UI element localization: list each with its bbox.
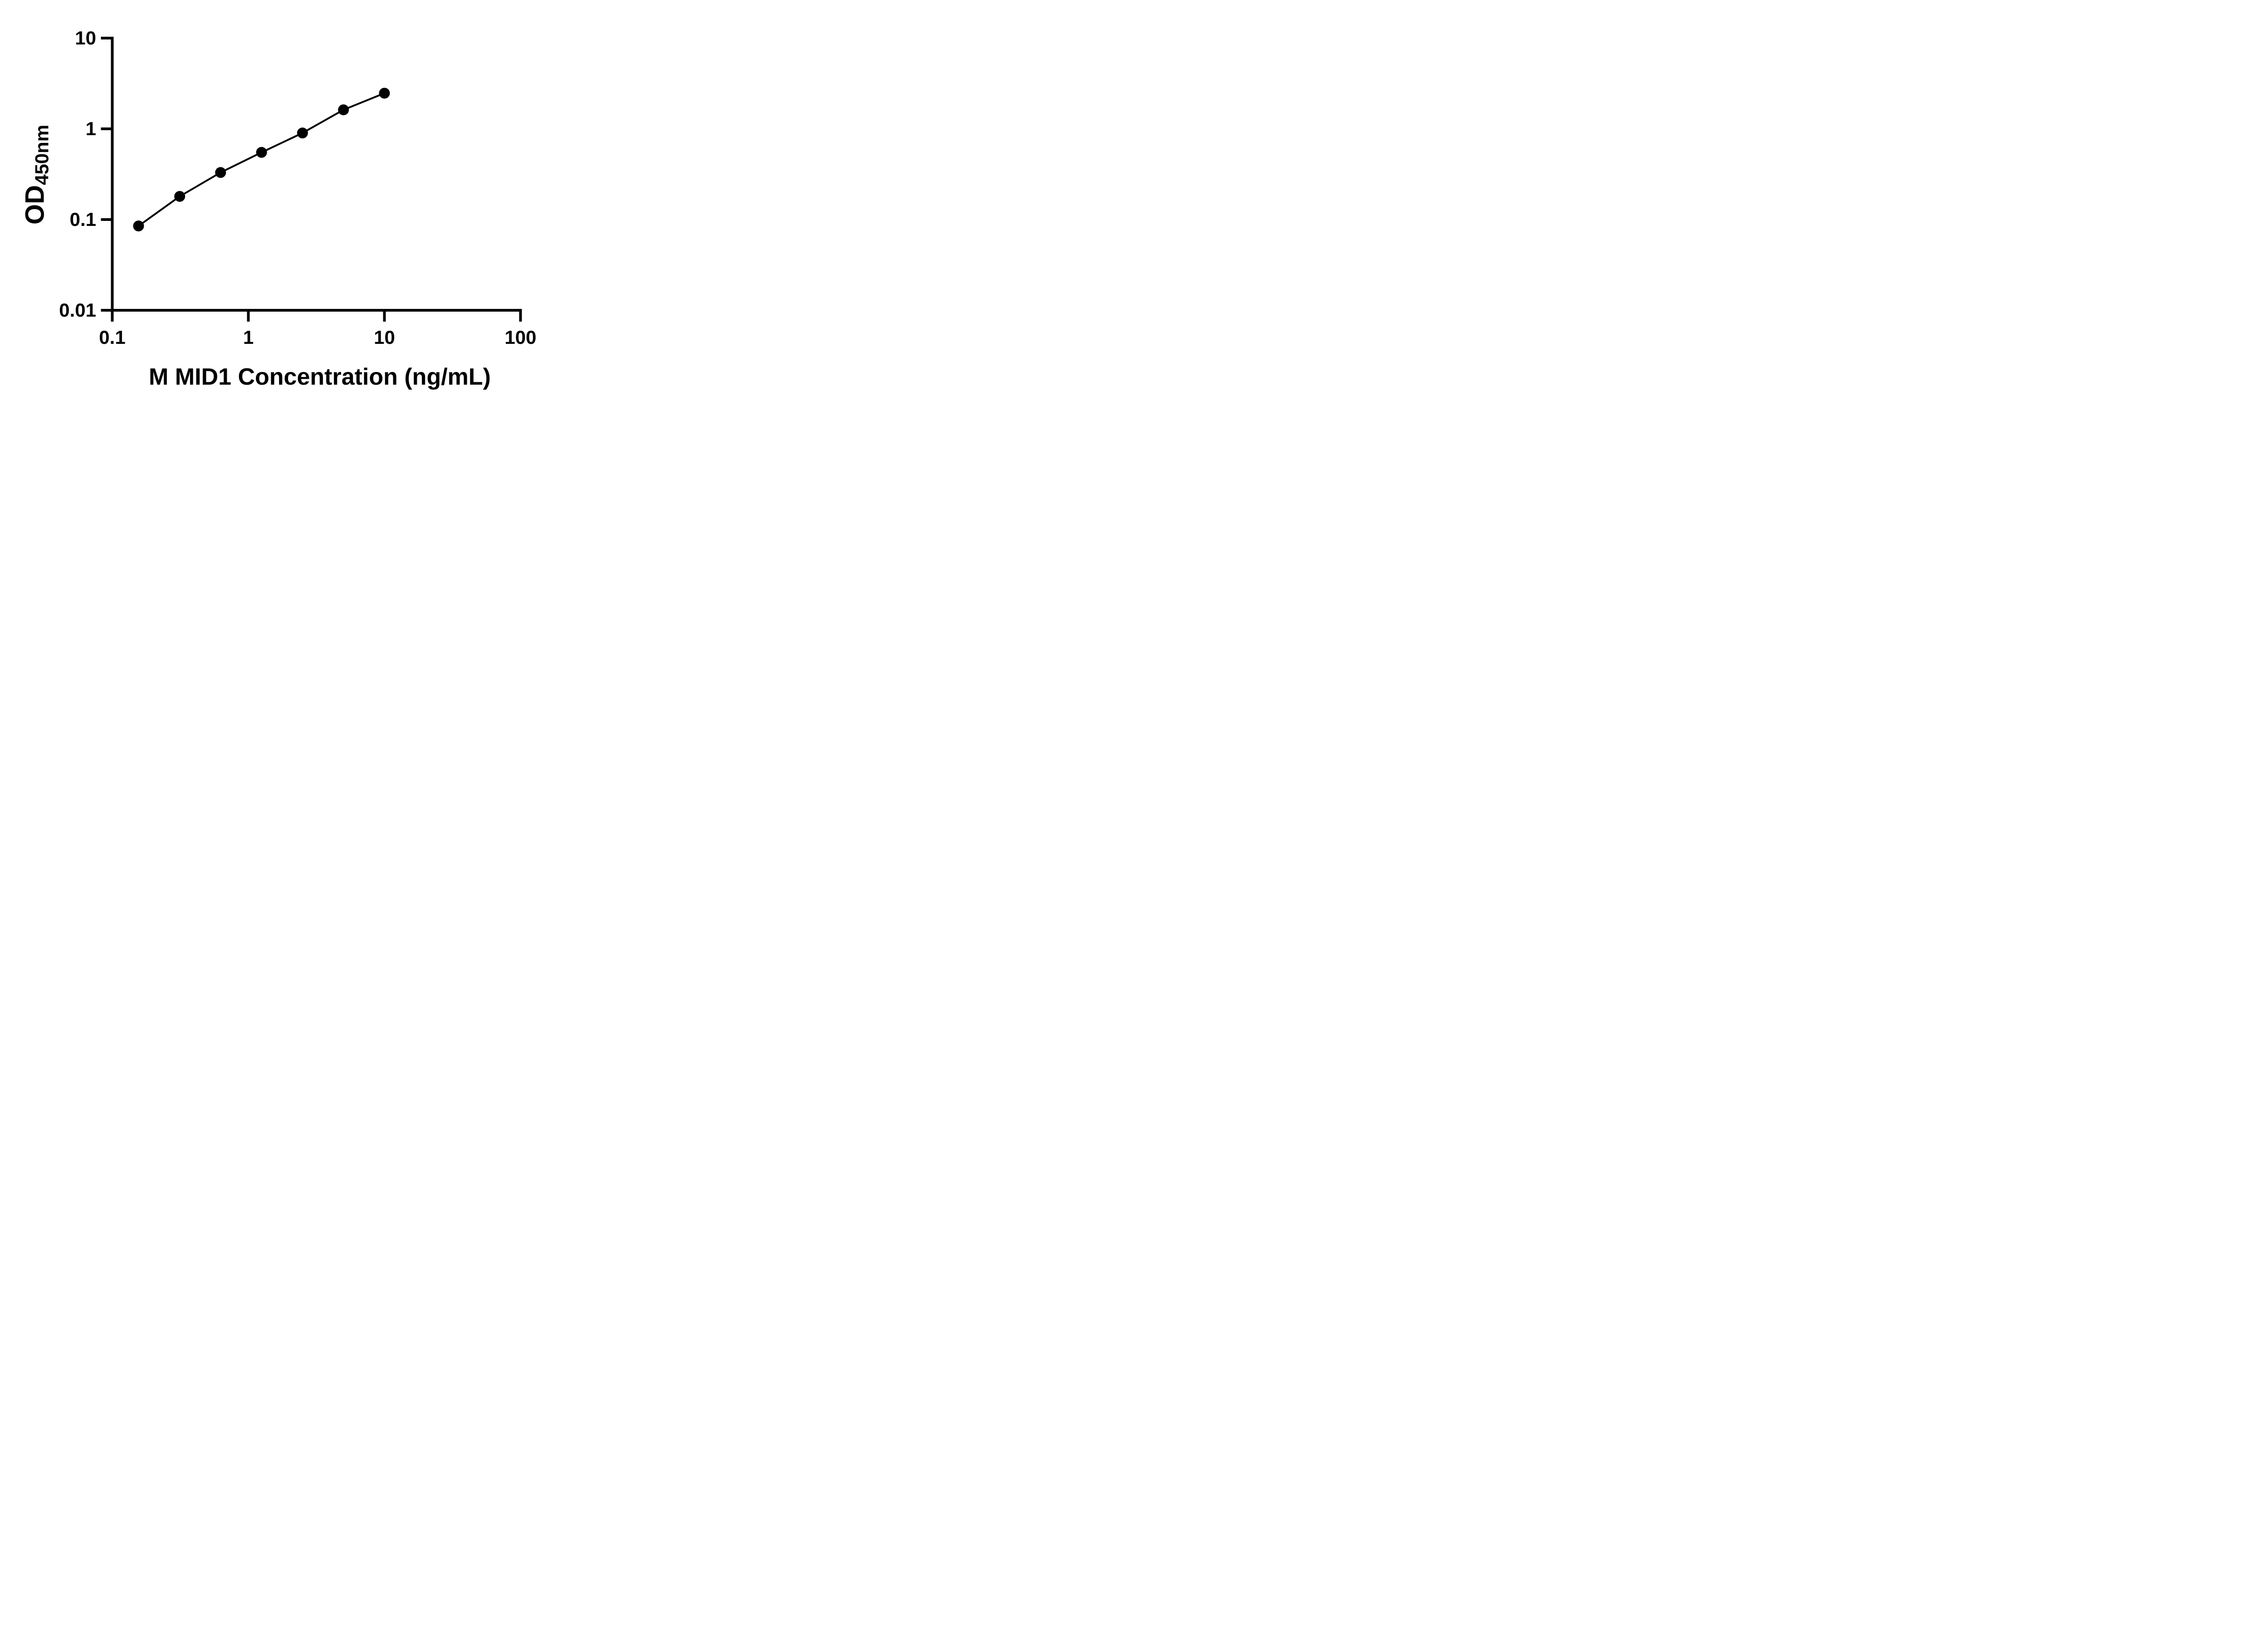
data-point-marker — [297, 127, 308, 139]
y-axis-title-main: OD — [20, 185, 50, 225]
x-tick-label-1: 1 — [243, 327, 254, 348]
y-tick-label-0p1: 0.1 — [69, 209, 96, 230]
y-tick-label-10: 10 — [75, 27, 96, 49]
x-axis-title: M MID1 Concentration (ng/mL) — [149, 364, 491, 390]
data-point-marker — [215, 167, 226, 178]
data-point-marker — [379, 88, 390, 99]
data-point-marker — [256, 147, 267, 158]
data-point-marker — [174, 191, 186, 202]
y-axis-title-subscript: 450nm — [31, 124, 53, 186]
data-point-marker — [338, 104, 349, 116]
axis-spine — [111, 37, 522, 312]
y-axis-title: OD450nm — [20, 125, 53, 225]
x-tick-label-0p1: 0.1 — [99, 327, 126, 348]
y-tick-label-0p01: 0.01 — [59, 299, 96, 321]
plot-canvas — [101, 37, 522, 322]
data-point-marker — [133, 220, 144, 232]
x-tick-label-100: 100 — [504, 327, 537, 348]
y-tick-label-1: 1 — [85, 118, 96, 139]
x-tick-label-10: 10 — [374, 327, 395, 348]
elisa-standard-curve-figure: 10 1 0.1 0.01 0.1 1 10 100 M MID1 Concen… — [0, 0, 583, 408]
